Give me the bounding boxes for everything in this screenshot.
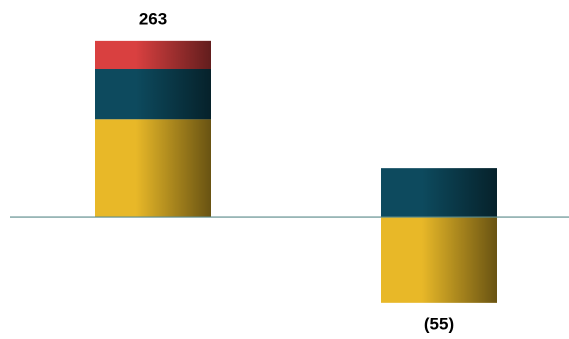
bar-shade xyxy=(95,40,211,70)
total-label: (55) xyxy=(424,314,454,333)
bar-shade xyxy=(95,119,211,218)
bar-shade xyxy=(95,69,211,120)
bar-shade xyxy=(381,217,497,303)
total-label: 263 xyxy=(139,9,167,28)
bar-shade xyxy=(381,168,497,218)
